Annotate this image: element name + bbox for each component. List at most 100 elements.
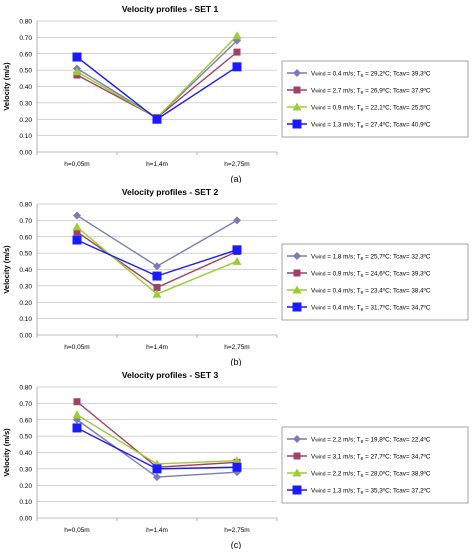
data-point	[72, 423, 82, 433]
data-point	[72, 410, 82, 419]
x-tick-label: h=2,75m	[224, 161, 249, 168]
series-2	[73, 228, 241, 292]
legend-entry: Vwind = 1,3 m/s; Te = 27,4ºC; Tcav= 40,9…	[311, 122, 431, 131]
y-tick-label: 0.30	[19, 283, 32, 290]
legend-swatch-marker	[293, 269, 301, 277]
legend: Vwind = 2,2 m/s; Te = 19,8ºC; Tcav= 22,4…	[281, 426, 469, 504]
series-line	[76, 214, 238, 268]
legend-swatch-marker	[293, 435, 301, 443]
y-tick-label: 0.70	[19, 218, 32, 225]
data-point	[153, 262, 161, 271]
x-tick-label: h=0,05m	[64, 344, 89, 351]
data-point	[153, 284, 161, 292]
series-1	[73, 36, 241, 122]
data-point	[73, 228, 81, 236]
x-tick-label: h=1,4m	[146, 344, 168, 351]
chart-title: Velocity profiles - SET 2	[122, 187, 219, 197]
data-point	[73, 398, 81, 406]
y-tick-label: 0.40	[19, 84, 32, 91]
x-tick-label: h=0,05m	[64, 527, 89, 534]
y-axis-label: Velocity (m/s)	[2, 428, 11, 477]
legend-entry: Vwind = 1,8 m/s; Te = 25,7ºC; Tcav= 32,3…	[311, 254, 431, 263]
series-line	[76, 401, 238, 468]
legend-swatch-marker	[293, 69, 301, 77]
y-tick-label: 0.20	[19, 117, 32, 124]
y-tick-label: 0.60	[19, 234, 32, 241]
y-axis-label: Velocity (m/s)	[2, 62, 11, 111]
x-tick-label: h=2,75m	[224, 527, 249, 534]
series-3	[72, 222, 242, 298]
y-tick-label: 0.50	[19, 251, 32, 258]
legend: Vwind = 0,4 m/s; Te = 29,2ºC; Tcav= 39,3…	[281, 60, 469, 138]
data-point	[153, 473, 161, 482]
y-tick-label: 0.20	[19, 300, 32, 307]
chart-svg-set-1: Velocity profiles - SET 1 0.00 0.10 0.20 0.3…	[2, 4, 469, 184]
legend-entry: Vwind = 0,9 m/s; Te = 22,1ºC; Tcav= 25,5…	[311, 105, 431, 114]
x-tick-label: h=1,4m	[146, 161, 168, 168]
chart-title: Velocity profiles - SET 1	[122, 4, 219, 14]
x-tick-label: h=2,75m	[224, 344, 249, 351]
y-tick-label: 0.70	[19, 401, 32, 408]
legend-box	[281, 60, 469, 138]
y-tick-label: 0.20	[19, 483, 32, 490]
y-tick-label: 0.30	[19, 466, 32, 473]
series-line	[76, 35, 238, 119]
legend-swatch-marker	[293, 452, 301, 460]
data-point	[233, 48, 241, 56]
y-tick-label: 0.60	[19, 51, 32, 58]
legend-entry: Vwind = 3,1 m/s; Te = 27,7ºC; Tcav= 34,7…	[311, 454, 431, 463]
y-tick-label: 0.40	[19, 267, 32, 274]
data-point	[233, 216, 241, 225]
legend-entry: Vwind = 2,7 m/s; Te = 26,9ºC; Tcav= 37,9…	[311, 88, 431, 97]
legend-box	[281, 243, 469, 321]
legend-swatch-marker	[292, 285, 302, 294]
legend-swatch-marker	[292, 302, 302, 312]
legend-entry: Vwind = 0,9 m/s; Te = 24,6ºC; Tcav= 39,3…	[311, 271, 431, 280]
legend-entry: Vwind = 0,4 m/s; Te = 29,2ºC; Tcav= 39,3…	[311, 71, 431, 80]
legend-box	[281, 426, 469, 504]
y-tick-label: 0.00	[19, 516, 32, 523]
y-tick-label: 0.60	[19, 417, 32, 424]
data-point	[72, 222, 82, 231]
data-point	[152, 289, 162, 298]
series-4	[72, 423, 242, 474]
y-tick-label: 0.30	[19, 100, 32, 107]
panel-caption: (c)	[231, 540, 242, 549]
legend-entry: Vwind = 2,2 m/s; Te = 19,8ºC; Tcav= 22,4…	[311, 437, 431, 446]
y-tick-label: 0.80	[19, 385, 32, 392]
legend-entry: Vwind = 1,3 m/s; Te = 35,3ºC; Tcav= 37,2…	[311, 488, 431, 497]
data-point	[232, 245, 242, 255]
series-3	[72, 31, 242, 122]
y-tick-label: 0.50	[19, 68, 32, 75]
data-point	[232, 31, 242, 40]
y-tick-label: 0.10	[19, 499, 32, 506]
chart-panel-set-3: Velocity profiles - SET 3 0.00 0.10 0.20 0.3…	[0, 366, 472, 550]
legend-entry: Vwind = 0,4 m/s; Te = 31,7ºC; Tcav= 34,7…	[311, 305, 431, 314]
y-tick-label: 0.50	[19, 434, 32, 441]
series-4	[72, 52, 242, 124]
chart-panel-set-1: Velocity profiles - SET 1 0.00 0.10 0.20 0.3…	[0, 0, 472, 184]
data-point	[152, 464, 162, 474]
panel-caption: (b)	[231, 357, 242, 366]
data-point	[232, 256, 242, 265]
chart-svg-set-3: Velocity profiles - SET 3 0.00 0.10 0.20 0.3…	[2, 370, 469, 550]
data-point	[72, 235, 82, 245]
y-tick-label: 0.80	[19, 202, 32, 209]
chart-title: Velocity profiles - SET 3	[122, 370, 219, 380]
panel-caption: (a)	[231, 174, 242, 183]
data-point	[232, 62, 242, 72]
y-tick-label: 0.00	[19, 150, 32, 157]
legend-entry: Vwind = 2,2 m/s; Te = 28,0ºC; Tcav= 38,9…	[311, 471, 431, 480]
data-point	[152, 114, 162, 124]
x-tick-label: h=0,05m	[64, 161, 89, 168]
x-tick-label: h=1,4m	[146, 527, 168, 534]
legend-swatch-marker	[293, 252, 301, 260]
legend-swatch-marker	[292, 468, 302, 477]
chart-svg-set-2: Velocity profiles - SET 2 0.00 0.10 0.20 0.3…	[2, 187, 469, 367]
y-tick-label: 0.10	[19, 133, 32, 140]
legend-swatch-marker	[292, 485, 302, 495]
data-point	[233, 468, 241, 477]
series-line	[76, 40, 238, 119]
series-4	[72, 235, 242, 281]
data-point	[232, 462, 242, 472]
